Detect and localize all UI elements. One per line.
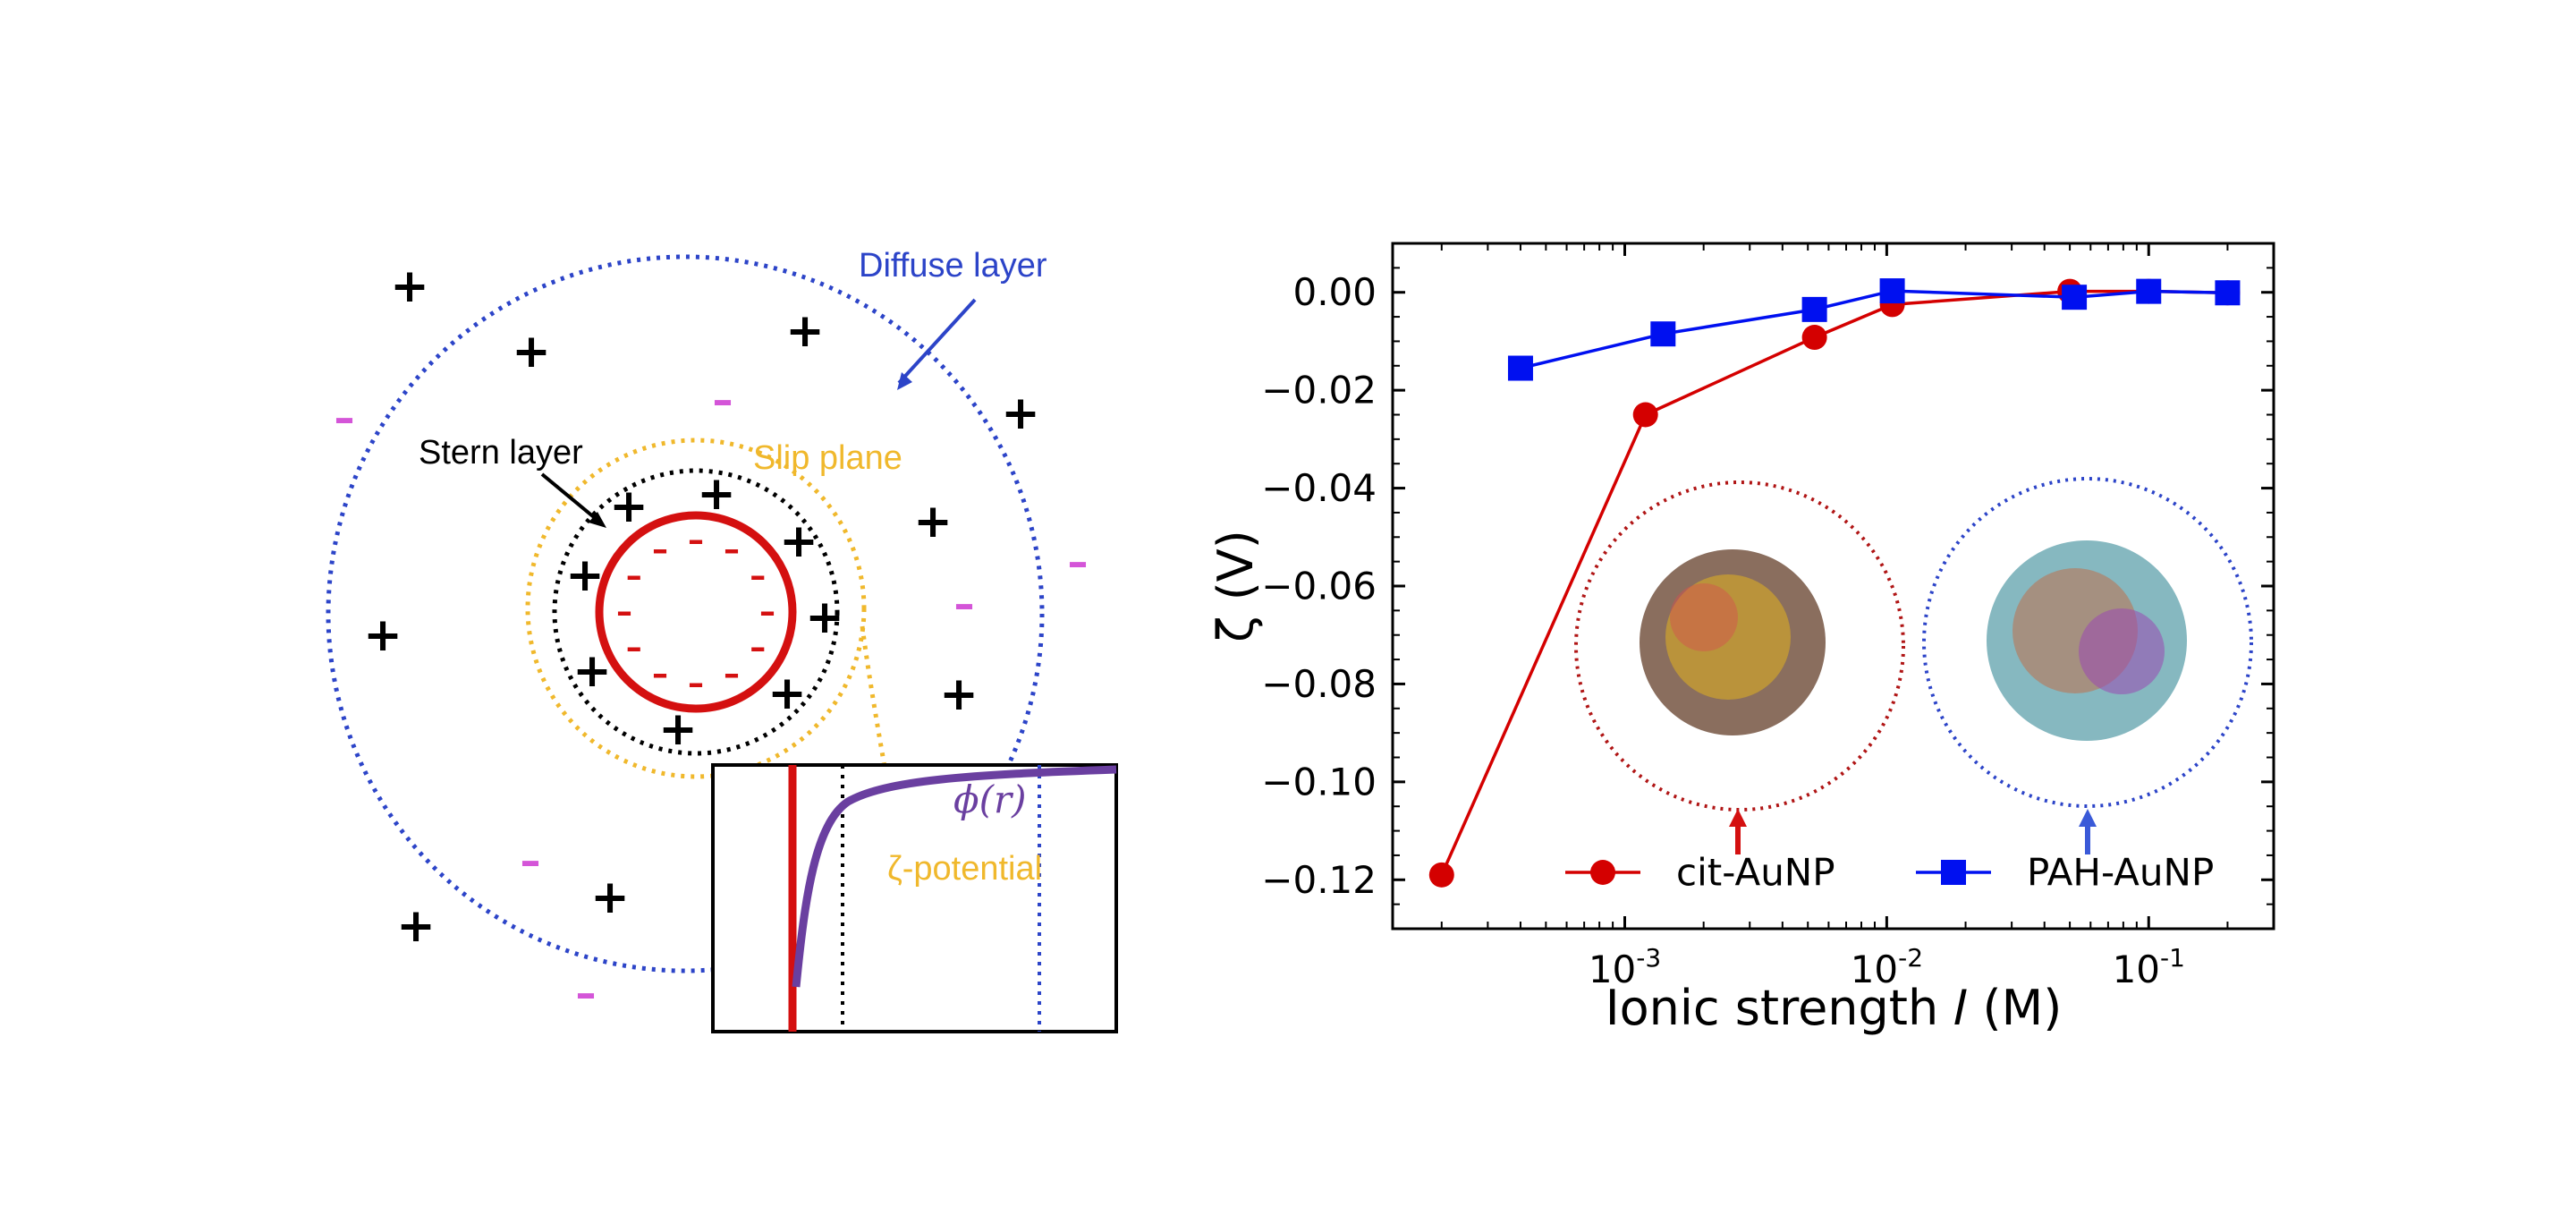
data-series: [1428, 278, 2241, 888]
cation-plus: +: [363, 608, 402, 662]
anion-minus: –: [576, 969, 597, 1017]
cit-aunp-point: [1632, 402, 1658, 428]
surface-charge-minus: –: [724, 656, 740, 693]
diffuse-layer-arrowhead: [897, 372, 912, 390]
legend-cit-aunp-marker: [1590, 860, 1615, 885]
surface-charge-minus: –: [688, 523, 704, 559]
x-tick-labels: 10-3 10-2 10-1: [1589, 943, 2185, 991]
nanoparticle-snapshots: [1574, 477, 2253, 854]
potential-label: ϕ(r): [953, 778, 1026, 821]
cit-aunp-point: [1801, 325, 1827, 351]
diffuse-layer-boundary: [326, 254, 1045, 973]
cation-plus: +: [658, 702, 698, 756]
anion-minus: –: [954, 580, 975, 628]
pah-aunp-point: [2215, 280, 2241, 306]
cation-plus: +: [572, 644, 612, 698]
legend-cit-aunp-label: cit-AuNP: [1676, 851, 1835, 895]
diffuse-layer-label: Diffuse layer: [859, 247, 1047, 285]
surface-charge-minus: –: [616, 594, 632, 631]
diffuse-layer-arrow: [897, 298, 977, 385]
y-tick-label: −0.04: [1261, 466, 1377, 510]
anion-minus: –: [713, 376, 733, 424]
legend: cit-AuNP PAH-AuNP: [1565, 851, 2214, 895]
anion-minus: –: [335, 394, 355, 442]
cation-plus: +: [565, 548, 605, 602]
zeta-connector: [860, 625, 893, 797]
potential-inset: ϕ(r) ζ-potential: [711, 763, 1118, 1033]
cit-aunp-particle-core: [1665, 574, 1791, 700]
anion-minus: –: [1068, 538, 1089, 586]
surface-negative-charges: – –––––––––––: [616, 523, 775, 702]
pah-aunp-point: [1879, 278, 1905, 304]
cation-plus: +: [396, 899, 436, 953]
x-tick-label: 10-3: [1589, 943, 1661, 991]
stern-layer-boundary: [552, 468, 840, 756]
cation-plus: +: [609, 480, 648, 533]
surface-charge-minus: –: [652, 656, 668, 693]
pah-aunp-point: [1650, 321, 1676, 347]
zeta-potential-chart: 0.00−0.02−0.04−0.06−0.08−0.10−0.12 10-3 1…: [1208, 242, 2275, 1036]
pah-aunp-point: [2062, 285, 2088, 310]
zeta-potential-label: ζ-potential: [887, 850, 1042, 888]
cation-plus: +: [785, 304, 825, 358]
cit-aunp-particle-highlight: [1670, 583, 1738, 651]
surface-charge-minus: –: [759, 594, 775, 631]
y-tick-label: −0.10: [1261, 760, 1377, 803]
cit-aunp-snapshot: [1574, 480, 1905, 854]
cation-plus: +: [913, 495, 953, 548]
cation-plus: +: [590, 871, 630, 924]
counterion-cations: ++ ++++++++++ +++++: [363, 259, 1040, 953]
surface-charge-minus: –: [688, 666, 704, 702]
pah-aunp-pointer-head: [2079, 809, 2097, 827]
pah-aunp-snapshot: [1922, 477, 2253, 854]
pah-aunp-line: [1520, 289, 2228, 370]
slip-plane-boundary: [525, 438, 867, 779]
stern-layer-label: Stern layer: [419, 434, 583, 472]
cation-plus: +: [805, 591, 844, 644]
legend-pah-aunp-marker: [1941, 860, 1966, 885]
slip-plane-label: Slip plane: [753, 439, 902, 477]
y-tick-label: −0.08: [1261, 662, 1377, 706]
legend-pah-aunp-label: PAH-AuNP: [2027, 851, 2214, 895]
pah-aunp-particle-patch: [2079, 608, 2165, 694]
y-tick-label: −0.06: [1261, 565, 1377, 608]
cit-aunp-pointer-head: [1729, 809, 1747, 827]
stern-layer-arrow: [540, 472, 601, 523]
y-tick-label: 0.00: [1292, 270, 1377, 314]
cit-aunp-point: [1428, 862, 1454, 888]
cation-plus: +: [512, 325, 551, 378]
cation-plus: +: [390, 259, 429, 313]
anions: – –––––: [335, 376, 1089, 1017]
y-tick-label: −0.12: [1261, 858, 1377, 902]
cation-plus: +: [697, 467, 736, 521]
potential-curve: [792, 765, 1117, 988]
nanoparticle-surface: [595, 511, 797, 713]
surface-charge-minus: –: [626, 558, 642, 595]
x-axis-title: Ionic strength 𝐼 (M): [1606, 980, 2063, 1036]
surface-charge-minus: –: [724, 531, 740, 568]
pah-aunp-point: [1801, 296, 1827, 322]
cation-plus: +: [939, 667, 979, 721]
surface-charge-minus: –: [750, 630, 766, 667]
plot-frame: [1391, 242, 2275, 931]
cation-plus: +: [779, 514, 818, 568]
x-tick-label: 10-2: [1851, 943, 1923, 991]
y-tick-label: −0.02: [1261, 369, 1377, 412]
stern-layer-arrowhead: [589, 512, 606, 528]
surface-charge-minus: –: [626, 630, 642, 667]
surface-charge-minus: –: [750, 558, 766, 595]
pah-aunp-point: [1507, 355, 1533, 381]
cation-plus: +: [1001, 387, 1040, 440]
surface-charge-minus: –: [652, 531, 668, 568]
x-tick-label: 10-1: [2113, 943, 2185, 991]
pah-aunp-point: [2136, 278, 2162, 304]
anion-minus: –: [521, 837, 541, 885]
y-axis-title: ζ (V): [1208, 530, 1264, 642]
electric-double-layer-diagram: – ––––––––––– ++ ++++++++++ +++++ – ––––– Di…: [326, 247, 1118, 1033]
cation-plus: +: [767, 667, 807, 720]
inset-frame: [711, 763, 1118, 1033]
y-tick-labels: 0.00 −0.02 −0.04 −0.06 −0.08 −0.10 −0.12: [1261, 270, 1377, 902]
